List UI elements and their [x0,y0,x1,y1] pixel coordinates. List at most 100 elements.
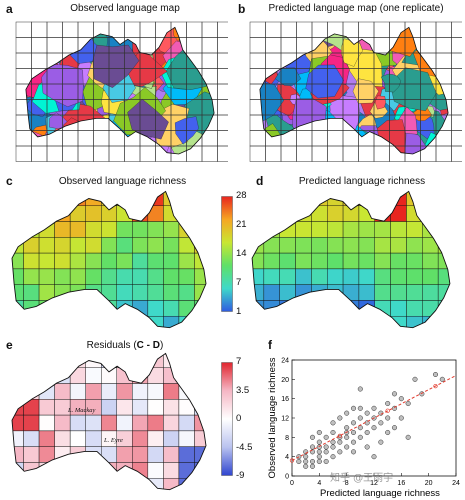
scatter-point [323,458,329,465]
scatter-point [323,444,329,450]
scatter-point [357,386,363,392]
scatter-point [371,405,377,411]
y-tick-label: 20 [281,377,289,384]
scatter-point [419,391,425,397]
panel-b-letter: b [238,2,246,16]
colorbar-tick-label: -4.5 [236,441,253,453]
scatter-point [405,400,411,407]
scatter-point [330,429,336,436]
panel-e-letter: e [6,338,13,352]
trend-marker [433,383,438,389]
scatter-point [412,376,418,382]
x-axis-label: Predicted language richness [320,488,440,498]
scatter-point [330,420,336,426]
scatter-point [316,429,322,436]
scatter-point [364,410,370,416]
panel-e-title-suffix: ) [160,340,164,351]
richness-scatter-plot: 0 4 8 12 16 20 24 0 4 8 12 16 20 24 Predicted language… [267,357,460,498]
scatter-point [323,449,329,455]
scatter-point [357,415,363,421]
scatter-point [309,434,316,440]
scatter-point [391,391,398,397]
panel-c-title: Observed language richness [58,176,187,187]
scatter-point [344,434,350,440]
scatter-point [350,405,357,411]
scatter-point [316,454,322,460]
trend-marker [337,433,342,439]
scatter-point [296,458,302,465]
scatter-point [303,458,309,465]
x-tick-label: 4 [317,480,321,487]
scatter-point [316,449,322,455]
y-tick-label: 8 [285,435,289,442]
scatter-point [385,400,391,407]
panel-a-title: Observed language map [70,3,180,14]
scatter-point [378,439,384,445]
scatter-point [439,376,445,382]
scatter-point [364,429,370,436]
scatter-point [432,371,439,378]
observed-richness-map [11,190,207,329]
lake-label: L. Mackay [67,407,96,414]
trend-marker [385,408,390,413]
colorbar-tick-label: 0 [236,413,242,424]
trend-line [291,375,457,461]
scatter-point [337,449,343,455]
colorbar-tick-label: 14 [236,248,247,259]
colorbar-tick-label: 7 [236,356,242,367]
residuals-colorbar [221,362,233,476]
panel-d-title: Predicted language richness [298,176,426,187]
x-tick-label: 24 [452,480,460,487]
scatter-point [378,420,384,426]
x-tick-label: 8 [345,480,349,487]
x-tick-label: 16 [397,480,405,487]
trend-marker [289,458,295,463]
scatter-point [350,439,357,445]
scatter-point [357,405,363,411]
scatter-point [344,444,350,450]
richness-colorbar [221,196,233,312]
y-axis-label: Observed language richness [267,357,278,478]
y-tick-label: 12 [281,416,289,423]
scatter-point [330,454,336,460]
panel-a-letter: a [6,2,13,16]
scatter-point [337,415,343,421]
scatter-point [309,458,316,465]
scatter-point [350,429,357,436]
predicted-richness-map [251,190,451,329]
colorbar-tick-label: 3.5 [236,384,250,396]
y-tick-label: 16 [281,396,289,403]
scatter-point [309,463,316,469]
scatter-point [364,444,370,450]
scatter-point [316,458,322,465]
panel-e-title-bold: C - D [136,340,161,351]
scatter-point [391,425,398,431]
scatter-point [350,420,357,426]
panel-f-letter: f [268,338,272,352]
x-tick-label: 12 [370,480,378,487]
panel-e-title: Residuals (C - D) [40,340,210,351]
colorbar-tick-label: 7 [236,277,242,288]
residuals-map: L. Mackay L. Eyre [11,352,207,491]
y-tick-label: 4 [285,454,289,461]
scatter-point [398,396,404,402]
observed-language-map [15,21,228,162]
lake-label: L. Eyre [103,437,123,444]
scatter-point [330,439,336,445]
colorbar-tick-label: 1 [236,306,242,317]
scatter-point [303,454,309,460]
watermark-text: 知乎 @王雨宇 [330,473,394,484]
colorbar-tick-label: 21 [236,219,247,230]
scatter-point [405,434,411,440]
y-tick-label: 0 [285,474,289,481]
y-tick-label: 24 [281,358,289,365]
panel-d-letter: d [256,174,264,188]
scatter-point [350,449,357,455]
x-tick-label: 20 [425,480,433,487]
scatter-point [371,425,377,431]
panel-e-title-prefix: Residuals ( [86,340,137,351]
scatter-point [337,439,343,445]
x-tick-label: 0 [290,480,294,487]
scatter-point [323,434,329,440]
scatter-point [344,425,350,431]
